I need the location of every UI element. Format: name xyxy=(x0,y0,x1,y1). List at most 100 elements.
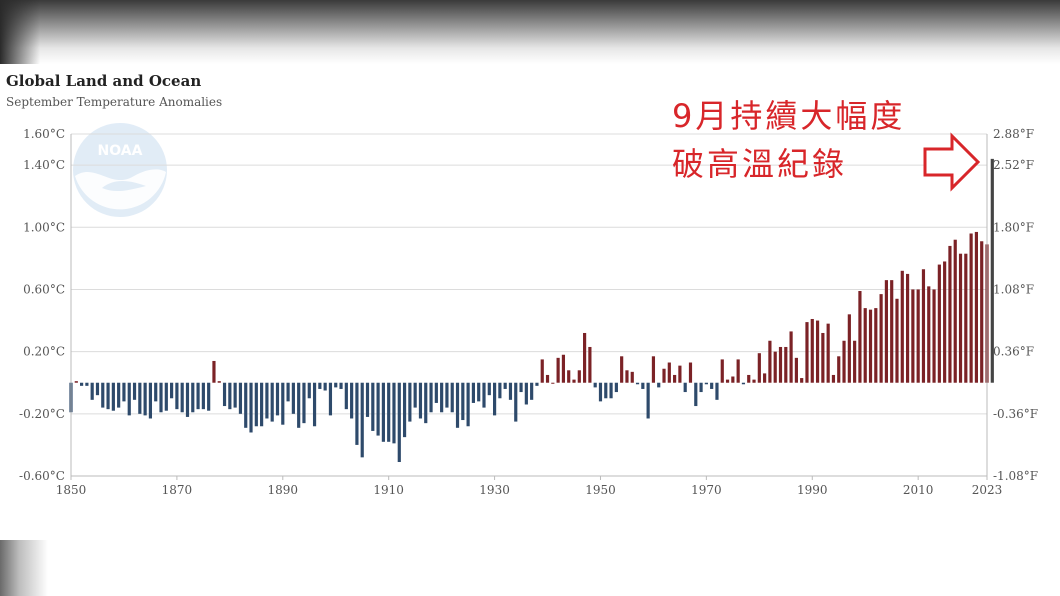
bar-1877 xyxy=(212,360,216,383)
bar-2004 xyxy=(884,280,888,383)
bar-1938 xyxy=(535,382,539,386)
bar-1894 xyxy=(302,382,306,424)
bar-1969 xyxy=(699,382,703,393)
bar-1906 xyxy=(365,382,370,417)
bar-2011 xyxy=(921,269,926,383)
bar-1984 xyxy=(778,346,783,383)
bar-2000 xyxy=(863,308,867,383)
bar-1994 xyxy=(831,374,836,383)
bar-1991 xyxy=(815,320,820,383)
y-left-tick-label: -0.20°C xyxy=(19,407,65,421)
y-left-tick-label: 1.60°C xyxy=(23,127,65,141)
bar-1993 xyxy=(826,323,830,383)
bar-2008 xyxy=(905,273,910,383)
bar-1853 xyxy=(85,382,89,386)
y-left-tick-label: 0.20°C xyxy=(23,345,65,359)
y-right-tick-label: 2.52°F xyxy=(993,158,1034,172)
bar-1921 xyxy=(445,382,449,408)
bar-1871 xyxy=(180,382,184,413)
bar-1968 xyxy=(694,382,698,407)
bar-1927 xyxy=(477,382,481,402)
bar-1888 xyxy=(270,382,274,422)
bar-1960 xyxy=(651,356,656,383)
chart-subtitle: September Temperature Anomalies xyxy=(6,95,223,109)
bar-1956 xyxy=(630,371,634,383)
x-tick-label: 1990 xyxy=(797,483,828,497)
bar-1891 xyxy=(286,382,290,402)
annotation-line-1: 9月持續大幅度 xyxy=(672,97,906,135)
bar-1982 xyxy=(768,340,772,383)
bar-1931 xyxy=(498,382,502,399)
bar-1873 xyxy=(191,382,195,413)
y-left-tick-label: 1.40°C xyxy=(23,158,65,172)
bar-1879 xyxy=(222,382,227,407)
bar-1858 xyxy=(111,382,115,411)
annotation-line-2: 破高溫紀錄 xyxy=(672,145,848,183)
photo-frame-corner xyxy=(0,0,40,64)
bar-1908 xyxy=(376,382,380,436)
bar-1890 xyxy=(281,382,285,425)
x-tick-label: 1890 xyxy=(268,483,299,497)
bar-1988 xyxy=(800,378,804,383)
bar-1923 xyxy=(455,382,460,428)
bar-1979 xyxy=(752,379,756,383)
bar-1909 xyxy=(381,382,385,442)
bar-1895 xyxy=(307,382,311,399)
bar-1928 xyxy=(482,382,486,408)
chart-title: Global Land and Ocean xyxy=(6,72,202,90)
bar-1889 xyxy=(275,382,280,416)
bar-1955 xyxy=(625,370,629,383)
x-tick-label: 2023 xyxy=(972,483,1003,497)
bar-1905 xyxy=(360,382,364,458)
bar-1965 xyxy=(678,365,682,383)
bar-1916 xyxy=(418,382,423,419)
bar-2010 xyxy=(916,289,920,383)
arrow-right-icon xyxy=(923,132,981,192)
bar-1892 xyxy=(291,382,295,414)
bar-1865 xyxy=(148,382,153,419)
bar-1876 xyxy=(207,382,211,411)
bar-1935 xyxy=(519,382,523,393)
bar-1972 xyxy=(715,382,719,400)
bar-1911 xyxy=(392,382,396,444)
bar-1930 xyxy=(493,382,497,416)
bar-1924 xyxy=(461,382,465,421)
bar-1866 xyxy=(154,382,158,402)
bar-1987 xyxy=(794,357,798,383)
bar-2022 xyxy=(980,241,984,383)
bar-2024 xyxy=(990,158,994,383)
noaa-logo-text: NOAA xyxy=(98,143,143,159)
bar-1977 xyxy=(741,382,746,385)
bar-1947 xyxy=(583,332,587,383)
bar-2013 xyxy=(932,289,936,383)
bar-1983 xyxy=(773,351,777,383)
bar-1951 xyxy=(604,382,608,399)
bar-1907 xyxy=(371,382,375,431)
bar-2005 xyxy=(890,280,894,383)
bar-1862 xyxy=(132,382,137,400)
bar-1970 xyxy=(704,382,708,385)
bar-1946 xyxy=(577,370,581,383)
bar-1897 xyxy=(318,382,322,389)
bar-1966 xyxy=(683,382,687,393)
bar-1936 xyxy=(524,382,528,405)
bar-1971 xyxy=(710,382,714,389)
bar-1851 xyxy=(74,381,78,383)
bar-1910 xyxy=(387,382,391,442)
bar-1925 xyxy=(466,382,470,427)
y-left-tick-label: -0.60°C xyxy=(19,469,65,483)
x-tick-label: 1870 xyxy=(162,483,193,497)
bar-1868 xyxy=(164,382,168,411)
bar-1896 xyxy=(312,382,317,427)
bar-1917 xyxy=(424,382,428,424)
bar-1974 xyxy=(725,379,730,383)
bar-1944 xyxy=(567,370,571,383)
bar-1980 xyxy=(757,353,761,383)
bar-1855 xyxy=(95,382,100,396)
bar-1861 xyxy=(127,382,131,416)
bar-1945 xyxy=(572,379,576,383)
bar-1934 xyxy=(514,382,518,422)
bar-1884 xyxy=(249,382,253,433)
bar-1918 xyxy=(429,382,433,413)
